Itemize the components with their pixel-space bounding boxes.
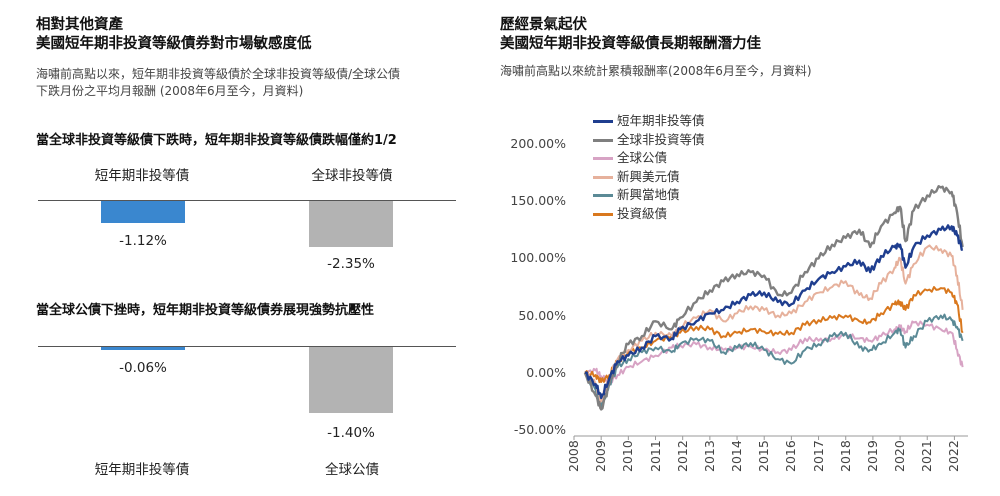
right-title-line1: 歷經景氣起伏 <box>500 17 587 33</box>
legend-swatch <box>593 194 613 197</box>
x-tick-label: 2015 <box>756 440 772 472</box>
legend-item: 投資級債 <box>593 203 667 221</box>
bar-chart-1-baseline <box>38 200 456 201</box>
bar-chart-2-category-2: 全球公債 <box>325 462 379 478</box>
x-tick-label: 2010 <box>620 440 636 472</box>
y-tick-label: 0.00% <box>526 364 566 380</box>
y-tick-label: -50.00% <box>513 422 566 437</box>
bar-chart-2-title: 當全球公債下挫時，短年期非投資等級債券展現強勢抗壓性 <box>36 303 375 318</box>
x-tick-label: 2017 <box>810 440 826 472</box>
bar-chart-2-baseline <box>38 346 456 347</box>
legend-label: 投資級債 <box>617 205 668 221</box>
left-title-line2: 美國短年期非投資等級債券對市場敏感度低 <box>36 36 312 52</box>
bar-chart-1-category-2: 全球非投等債 <box>311 168 393 184</box>
x-tick-label: 2014 <box>729 440 745 472</box>
bar-chart-2-value-1: -0.06% <box>119 360 167 376</box>
x-tick-label: 2009 <box>593 440 609 472</box>
legend-label: 新興美元債 <box>617 168 680 184</box>
bar-chart-2-value-2: -1.40% <box>327 425 375 441</box>
x-tick-label: 2013 <box>701 440 717 472</box>
right-title-line2: 美國短年期非投資等級債長期報酬潛力佳 <box>500 36 761 52</box>
legend-swatch <box>593 212 613 216</box>
legend-swatch <box>593 120 613 123</box>
legend-swatch <box>593 157 613 160</box>
legend-swatch <box>593 175 613 179</box>
legend-item: 新興美元債 <box>593 166 680 184</box>
series-line-0 <box>584 224 964 400</box>
bar-chart-1-bar-global-hy <box>309 201 393 248</box>
legend-label: 新興當地債 <box>617 187 680 202</box>
legend: 短年期非投等債 全球非投資等債 全球公債新興美元債新興當地債投資級債 <box>593 110 753 222</box>
bar-chart-2-bar-global-govt <box>309 347 393 413</box>
series-line-4 <box>584 313 964 409</box>
left-subtitle-line1: 海嘯前高點以來，短年期非投資等級債於全球非投資等級債/全球公債 <box>36 67 401 81</box>
left-subtitle-line2: 下跌月份之平均月報酬 (2008年6月至今，月資料) <box>36 84 304 98</box>
bar-chart-1-title: 當全球非投資等級債下跌時，短年期非投資等級債跌幅僅約1/2 <box>36 133 397 148</box>
bar-chart-1-value-1: -1.12% <box>119 233 167 249</box>
x-tick-label: 2021 <box>919 440 935 472</box>
x-tick-label: 2019 <box>864 440 880 472</box>
y-tick-label: 150.00% <box>510 193 566 209</box>
legend-item: 全球非投資等債 <box>593 129 705 147</box>
x-tick-label: 2020 <box>892 440 908 472</box>
legend-item: 短年期非投等債 <box>593 110 705 128</box>
bar-chart-2-bar-short-hy <box>101 347 185 350</box>
legend-item: 新興當地債 <box>593 184 680 202</box>
x-tick-label: 2011 <box>647 440 663 472</box>
series-line-3 <box>583 244 964 403</box>
bar-chart-1-category-1: 短年期非投等債 <box>94 168 190 184</box>
bar-chart-2-category-1: 短年期非投等債 <box>94 462 190 478</box>
x-tick-label: 2016 <box>783 440 799 472</box>
legend-label: 全球公債 <box>617 150 668 165</box>
x-tick-label: 2012 <box>674 440 690 472</box>
legend-label: 短年期非投等債 <box>617 113 705 128</box>
legend-item: 全球公債 <box>593 147 667 165</box>
x-tick-label: 2022 <box>946 440 962 472</box>
legend-swatch <box>593 138 613 142</box>
right-subtitle: 海嘯前高點以來統計累積報酬率(2008年6月至今，月資料) <box>500 64 812 78</box>
y-tick-label: 100.00% <box>510 250 566 266</box>
y-tick-label: 50.00% <box>518 307 566 323</box>
bar-chart-1-value-2: -2.35% <box>327 256 375 272</box>
legend-label: 全球非投資等債 <box>617 131 705 147</box>
bar-chart-1-bar-short-hy <box>101 201 185 224</box>
x-tick-label: 2018 <box>837 440 853 472</box>
series-line-1 <box>583 184 964 411</box>
y-tick-label: 200.00% <box>510 136 566 151</box>
series-line-2 <box>584 320 964 384</box>
x-tick-label: 2008 <box>566 440 581 472</box>
left-title-line1: 相對其他資產 <box>36 17 123 33</box>
